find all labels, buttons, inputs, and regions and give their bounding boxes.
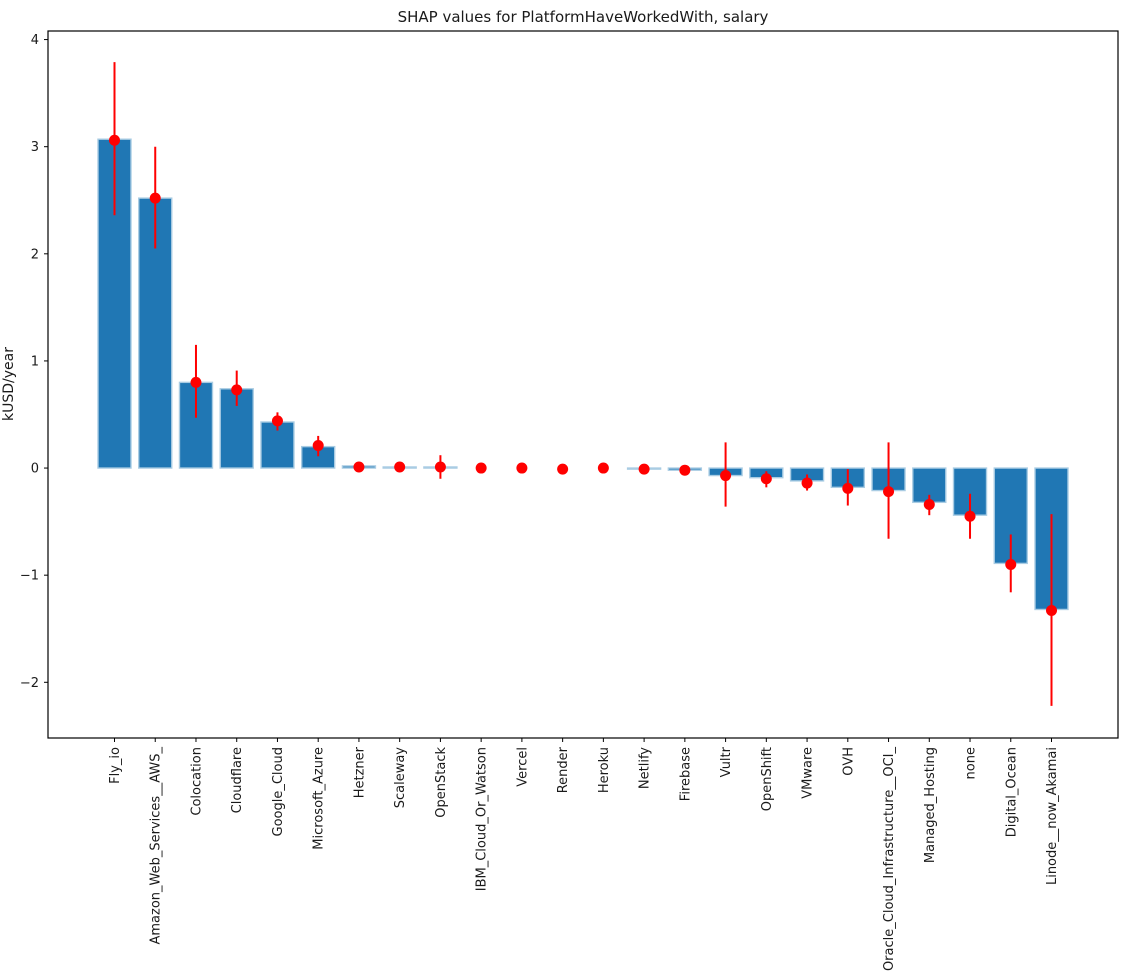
y-tick-label: 0 — [31, 462, 39, 477]
point-marker — [394, 461, 406, 473]
x-tick-label: Microsoft_Azure — [312, 747, 327, 850]
x-tick-label: Digital_Ocean — [1004, 747, 1019, 837]
y-axis-label: kUSD/year — [1, 347, 17, 421]
point-marker — [557, 463, 569, 475]
point-marker — [353, 461, 365, 473]
point-marker — [434, 461, 446, 473]
x-tick-label: Colocation — [189, 747, 204, 816]
x-tick-label: Fly_io — [108, 747, 123, 784]
plot-border — [47, 30, 1119, 739]
x-tick-label: Cloudflare — [230, 747, 245, 813]
x-tick-label: OpenShift — [760, 747, 775, 811]
point-marker — [842, 482, 854, 494]
y-tick-label: −1 — [20, 569, 39, 584]
point-marker — [149, 192, 161, 204]
x-tick-label: Netlify — [638, 747, 653, 789]
point-marker — [231, 384, 243, 396]
point-marker — [516, 462, 528, 474]
point-marker — [1005, 558, 1017, 570]
point-marker — [760, 473, 772, 485]
y-tick-label: 4 — [31, 33, 39, 48]
x-tick-label: Linode__now_Akamai — [1045, 747, 1060, 885]
x-tick-label: Scaleway — [393, 747, 408, 809]
x-tick-label: Firebase — [678, 747, 693, 801]
point-marker — [923, 498, 935, 510]
bar — [219, 388, 254, 469]
x-tick-label: IBM_Cloud_Or_Watson — [475, 747, 490, 891]
x-tick-label: none — [964, 747, 979, 779]
point-marker — [1046, 605, 1057, 617]
x-tick-label: Render — [556, 746, 571, 793]
x-tick-label: Amazon_Web_Services__AWS_ — [149, 747, 164, 945]
plot-area: 4 3 2 1 0 −1 −2 Fly_io Amazon_Web_Services__AWS_… — [20, 30, 1119, 972]
x-tick-label: Oracle_Cloud_Infrastructure__OCI_ — [882, 747, 897, 972]
x-tick-label: OVH — [841, 747, 856, 776]
y-tick-label: 3 — [31, 140, 39, 155]
x-tick-label: Vercel — [515, 747, 530, 787]
chart-title: SHAP values for PlatformHaveWorkedWith, … — [398, 8, 769, 26]
point-marker — [638, 463, 650, 475]
point-marker — [679, 464, 691, 476]
x-tick-label: Managed_Hosting — [923, 747, 938, 863]
point-marker — [964, 510, 976, 522]
point-marker — [312, 440, 324, 452]
point-marker — [597, 462, 609, 474]
x-tick-label: VMware — [801, 747, 816, 799]
point-marker — [720, 470, 732, 482]
x-tick-label: OpenStack — [434, 747, 449, 818]
point-marker — [801, 477, 813, 489]
point-marker — [883, 486, 895, 498]
x-tick-label: Vultr — [719, 746, 734, 777]
y-tick-label: −2 — [20, 676, 39, 691]
x-tick-label: Heroku — [597, 747, 612, 793]
point-marker — [109, 134, 120, 146]
x-tick-label: Google_Cloud — [271, 747, 286, 836]
y-tick-label: 2 — [31, 247, 39, 262]
point-marker — [475, 462, 487, 474]
y-tick-label: 1 — [31, 354, 39, 369]
x-tick-label: Hetzner — [352, 746, 367, 798]
point-marker — [190, 376, 202, 388]
point-marker — [271, 415, 283, 427]
